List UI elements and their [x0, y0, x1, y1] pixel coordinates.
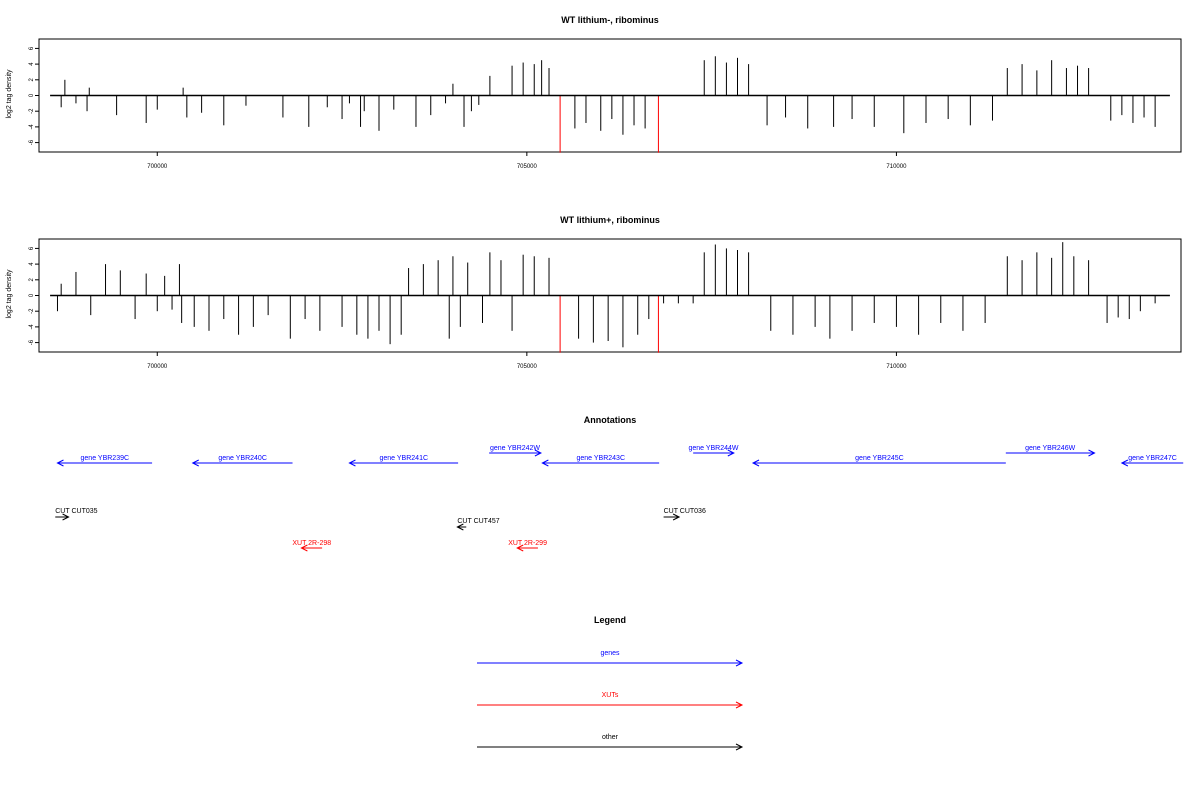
y-tick-label: 6: [29, 246, 35, 250]
x-tick-label: 700000: [147, 164, 168, 170]
gene-feature: gene YBR242W: [489, 445, 543, 457]
gene-feature: gene YBR241C: [348, 455, 459, 467]
track-wt-lithium-plus: WT lithium+, ribominus log2 tag density …: [6, 215, 1182, 370]
feature-arrowhead: [191, 459, 199, 467]
gene-feature: gene YBR245C: [751, 455, 1006, 467]
xut-feature-label: XUT 2R-298: [292, 540, 331, 547]
gene-feature-label: gene YBR245C: [855, 455, 904, 462]
gene-feature-label: gene YBR246W: [1025, 445, 1075, 452]
y-tick-label: -4: [29, 324, 35, 330]
feature-arrowhead: [672, 513, 681, 521]
feature-arrowhead: [516, 544, 524, 552]
density-bars: [60, 56, 1156, 153]
x-tick-label: 705000: [517, 364, 538, 370]
track-title: WT lithium-, ribominus: [561, 15, 659, 25]
annotations-title: Annotations: [584, 415, 637, 425]
legend: Legend genes XUTs other: [477, 615, 744, 751]
feature-arrowhead: [751, 459, 760, 467]
x-tick-label: 705000: [517, 164, 538, 170]
y-tick-label: -6: [29, 339, 35, 345]
xut-feature: XUT 2R-299: [508, 540, 547, 552]
feature-arrowhead: [1120, 459, 1129, 467]
other-feature-label: CUT CUT457: [457, 518, 499, 525]
x-axis: 700000 705000 710000: [147, 352, 907, 370]
gene-feature-label: gene YBR239C: [81, 455, 130, 462]
y-tick-label: 4: [29, 262, 35, 266]
other-feature-label: CUT CUT035: [55, 508, 97, 515]
x-tick-label: 700000: [147, 364, 168, 370]
gene-feature-label: gene YBR244W: [688, 445, 738, 452]
x-axis: 700000 705000 710000: [147, 152, 907, 170]
y-tick-label: -4: [29, 124, 35, 130]
track-wt-lithium-minus: WT lithium-, ribominus log2 tag density …: [6, 15, 1182, 170]
gene-feature: gene YBR240C: [191, 455, 293, 467]
feature-arrowhead: [62, 513, 70, 521]
legend-items: genes XUTs other: [477, 650, 744, 751]
xut-feature: XUT 2R-298: [292, 540, 331, 552]
y-tick-label: 4: [29, 62, 35, 66]
gene-feature-label: gene YBR240C: [218, 455, 267, 462]
y-axis: -6 -4 -2 0 2 4 6: [29, 46, 39, 145]
other-feature: CUT CUT035: [55, 508, 98, 521]
other-feature: CUT CUT457: [456, 518, 500, 531]
y-tick-label: 0: [29, 93, 35, 97]
legend-item-label: other: [602, 734, 619, 741]
legend-item: other: [477, 734, 744, 751]
gene-feature: gene YBR239C: [56, 455, 153, 467]
annotations-panel: Annotations gene YBR239C gene YBR240C gene…: [55, 415, 1184, 552]
y-tick-label: 2: [29, 277, 35, 281]
y-tick-label: 6: [29, 46, 35, 50]
gene-feature: gene YBR247C: [1120, 455, 1184, 467]
track-title: WT lithium+, ribominus: [560, 215, 660, 225]
gene-feature: gene YBR246W: [1005, 445, 1096, 457]
density-bars: [56, 242, 1156, 353]
gene-feature-label: gene YBR241C: [380, 455, 429, 462]
x-tick-label: 710000: [886, 164, 907, 170]
feature-arrowhead: [534, 449, 543, 457]
xut-feature-label: XUT 2R-299: [508, 540, 547, 547]
y-axis-label: log2 tag density: [6, 69, 13, 119]
y-tick-label: 2: [29, 77, 35, 81]
annotation-features: gene YBR239C gene YBR240C gene YBR241C gene…: [55, 445, 1184, 552]
other-feature: CUT CUT036: [663, 508, 706, 521]
gene-feature: gene YBR243C: [541, 455, 660, 467]
feature-arrowhead: [735, 659, 744, 667]
x-tick-label: 710000: [886, 364, 907, 370]
feature-arrowhead: [735, 743, 744, 751]
legend-item: genes: [477, 650, 744, 667]
gene-feature-label: gene YBR247C: [1128, 455, 1177, 462]
feature-arrowhead: [1088, 449, 1096, 457]
y-axis-label: log2 tag density: [6, 269, 13, 319]
y-tick-label: -2: [29, 308, 35, 314]
legend-item-label: XUTs: [602, 692, 619, 699]
feature-arrowhead: [56, 459, 64, 467]
gene-feature-label: gene YBR243C: [576, 455, 625, 462]
other-feature-label: CUT CUT036: [664, 508, 706, 515]
gene-feature-label: gene YBR242W: [490, 445, 540, 452]
y-tick-label: 0: [29, 293, 35, 297]
legend-title: Legend: [594, 615, 626, 625]
feature-arrowhead: [727, 449, 735, 457]
feature-arrowhead: [300, 544, 308, 552]
gene-feature: gene YBR244W: [688, 445, 739, 457]
feature-arrowhead: [348, 459, 356, 467]
feature-arrowhead: [456, 523, 464, 531]
legend-item-label: genes: [600, 650, 620, 657]
feature-arrowhead: [735, 701, 744, 709]
y-axis: -6 -4 -2 0 2 4 6: [29, 246, 39, 345]
y-tick-label: -6: [29, 139, 35, 145]
legend-item: XUTs: [477, 692, 744, 709]
feature-arrowhead: [541, 459, 549, 467]
y-tick-label: -2: [29, 108, 35, 114]
